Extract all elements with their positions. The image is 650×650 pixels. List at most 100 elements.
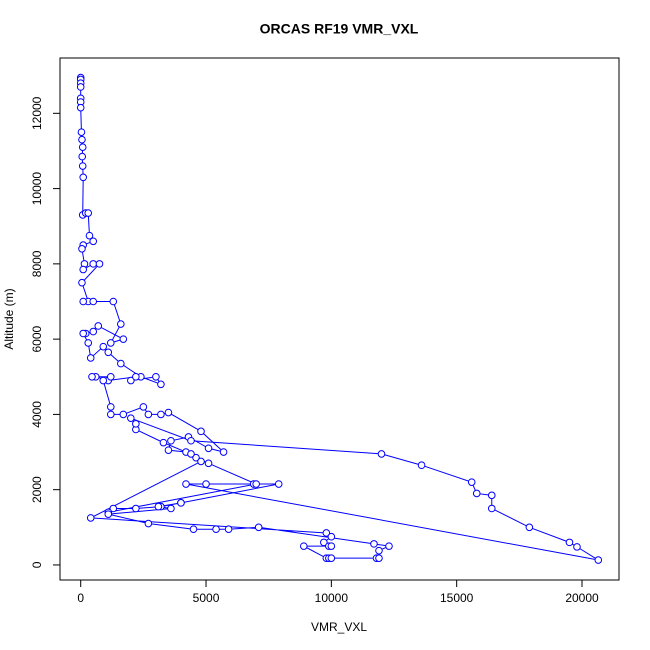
data-point <box>187 450 195 458</box>
plot-frame <box>59 57 620 581</box>
y-tick-label: 6000 <box>30 325 44 352</box>
y-tick-label: 0 <box>30 561 44 568</box>
data-point <box>189 525 198 533</box>
data-point <box>79 265 88 274</box>
data-point <box>154 502 163 511</box>
data-point <box>78 135 86 144</box>
data-point <box>204 459 213 468</box>
data-point <box>99 376 108 385</box>
data-point <box>487 504 496 513</box>
data-point <box>187 436 195 445</box>
data-point <box>99 342 108 351</box>
data-point <box>85 231 94 240</box>
x-tick-label: 10000 <box>315 591 349 605</box>
data-point <box>157 380 165 389</box>
data-point <box>89 237 98 246</box>
data-point <box>252 480 260 488</box>
data-point <box>327 532 336 541</box>
data-point <box>212 525 220 533</box>
data-point <box>144 410 153 419</box>
data-point <box>487 491 496 500</box>
data-point <box>322 529 331 537</box>
data-point <box>157 410 165 419</box>
x-tick-label: 15000 <box>440 591 474 605</box>
data-point <box>385 542 393 550</box>
data-point <box>164 446 173 454</box>
data-point <box>79 297 88 306</box>
data-point <box>78 162 87 170</box>
data-point <box>132 372 140 381</box>
data-point <box>95 260 104 268</box>
data-point <box>119 410 128 419</box>
data-point <box>320 538 328 547</box>
data-point <box>254 523 263 532</box>
data-point <box>159 438 168 447</box>
data-point <box>197 427 205 436</box>
data-point <box>467 478 476 486</box>
data-point <box>77 128 86 136</box>
y-tick-label: 12000 <box>30 96 44 130</box>
data-point <box>86 354 95 362</box>
data-point <box>88 372 96 381</box>
data-point <box>197 457 205 466</box>
y-tick-label: 8000 <box>30 250 44 277</box>
x-tick-label: 5000 <box>193 591 220 605</box>
data-point <box>202 480 210 488</box>
x-axis-label: VMR_VXL <box>311 620 367 634</box>
data-point <box>219 448 228 456</box>
data-point <box>377 450 386 458</box>
data-point <box>204 444 213 453</box>
data-point <box>565 538 574 547</box>
data-point <box>144 519 153 528</box>
y-tick-label: 2000 <box>30 476 44 503</box>
data-point <box>375 546 383 555</box>
data-point <box>164 408 173 417</box>
data-point <box>132 420 140 428</box>
data-point <box>192 453 200 462</box>
chart-title: ORCAS RF19 VMR_VXL <box>260 21 419 37</box>
data-point <box>117 320 125 328</box>
data-point <box>86 514 95 522</box>
data-point <box>106 403 115 411</box>
data-point <box>94 322 103 330</box>
data-point <box>327 554 336 562</box>
data-point <box>89 327 98 336</box>
data-point <box>167 504 175 513</box>
data-point <box>78 278 86 287</box>
data-point <box>78 245 86 253</box>
data-point <box>79 173 88 182</box>
data-point <box>78 152 87 161</box>
data-point <box>76 83 85 91</box>
data-point <box>89 260 98 268</box>
data-point <box>375 554 383 562</box>
data-point <box>370 540 378 548</box>
data-point <box>106 339 115 347</box>
data-point <box>84 209 93 217</box>
data-point <box>327 542 336 550</box>
x-tick-label: 0 <box>77 591 84 605</box>
data-point <box>84 339 93 347</box>
data-point <box>177 499 185 507</box>
data-point <box>119 335 128 343</box>
data-point <box>109 297 118 306</box>
data-point <box>152 372 160 381</box>
y-axis-label: Altitude (m) <box>2 288 16 349</box>
data-point <box>104 348 113 357</box>
data-point <box>106 372 115 381</box>
data-point <box>127 414 135 422</box>
data-point <box>167 436 175 445</box>
data-point <box>78 143 87 151</box>
data-point <box>182 480 190 488</box>
data-point <box>299 542 308 550</box>
y-tick-label: 4000 <box>30 401 44 428</box>
data-point <box>594 556 603 564</box>
data-point <box>106 410 115 419</box>
data-point <box>132 504 140 513</box>
data-point <box>76 103 85 112</box>
data-point <box>89 297 98 306</box>
data-point <box>139 403 148 411</box>
data-line <box>80 77 599 561</box>
data-point <box>224 525 233 533</box>
data-point <box>104 510 113 518</box>
